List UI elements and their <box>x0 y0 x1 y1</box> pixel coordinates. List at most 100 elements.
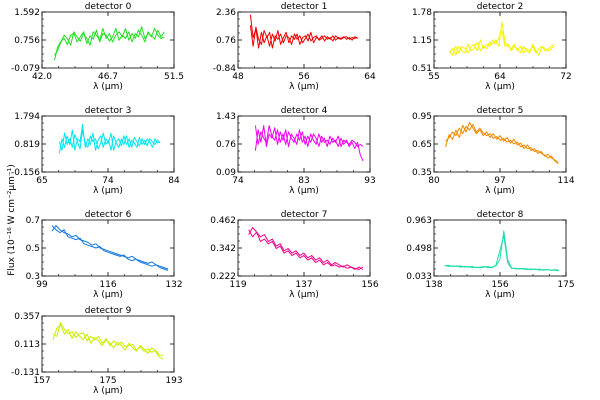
y-tick-label: -0.131 <box>11 368 40 378</box>
x-tick-label: 175 <box>557 280 574 290</box>
series-line-0 <box>248 227 364 270</box>
x-axis-label: λ (µm) <box>289 290 319 300</box>
y-tick-label: 0.498 <box>406 244 432 254</box>
x-tick-label: 114 <box>557 176 574 186</box>
x-tick-label: 193 <box>165 376 182 386</box>
y-tick-label: 0.819 <box>14 140 40 150</box>
x-tick-label: 137 <box>295 280 312 290</box>
y-tick-label: 1.78 <box>412 8 432 18</box>
y-tick-label: 0.462 <box>210 216 236 226</box>
x-tick-label: 72 <box>560 72 571 82</box>
panel-title: detector 8 <box>477 210 524 220</box>
panel-title: detector 2 <box>477 2 524 12</box>
y-tick-label: -0.079 <box>11 64 40 74</box>
panel-title: detector 6 <box>85 210 132 220</box>
y-tick-label: -0.156 <box>11 168 40 178</box>
x-tick-label: 64 <box>364 72 376 82</box>
x-axis-label: λ (µm) <box>93 186 123 196</box>
series-line-1 <box>52 322 164 357</box>
y-tick-label: 0.342 <box>210 244 236 254</box>
x-tick-label: 65 <box>36 176 47 186</box>
series-line-1 <box>249 25 358 49</box>
series-line-0 <box>249 14 358 49</box>
series-line-1 <box>248 229 364 270</box>
y-tick-label: 1.794 <box>14 112 40 122</box>
detector-panel-1: detector 1 48 56 64 -0.84 0.76 2.36 λ (µm) <box>213 2 376 92</box>
y-tick-label: 0.357 <box>14 312 40 322</box>
detector-panel-4: detector 4 74 83 93 0.09 0.76 1.43 λ (µm) <box>216 106 376 196</box>
series-line-0 <box>54 26 165 61</box>
x-tick-label: 80 <box>428 176 440 186</box>
x-tick-label: 156 <box>491 280 508 290</box>
x-tick-label: 99 <box>36 280 48 290</box>
series-line-1 <box>449 30 555 56</box>
x-tick-label: 56 <box>298 72 310 82</box>
x-tick-label: 83 <box>298 176 309 186</box>
panel-title: detector 7 <box>281 210 328 220</box>
detector-panel-8: detector 8 138 156 175 0.033 0.498 0.963 λ (µm) <box>406 210 574 300</box>
x-axis-label: λ (µm) <box>289 186 319 196</box>
x-tick-label: 116 <box>99 280 116 290</box>
series-line-0 <box>51 225 169 270</box>
y-tick-label: 0.95 <box>412 112 432 122</box>
series-line-0 <box>444 230 559 271</box>
y-tick-label: 0.033 <box>406 272 432 282</box>
x-axis-label: λ (µm) <box>485 82 515 92</box>
y-tick-label: 0.7 <box>26 216 40 226</box>
detector-panel-0: detector 0 42.0 46.7 51.5 -0.079 0.756 1.592 λ … <box>11 2 184 92</box>
x-tick-label: 119 <box>229 280 246 290</box>
x-tick-label: 74 <box>232 176 244 186</box>
x-tick-label: 48 <box>232 72 244 82</box>
x-tick-label: 84 <box>168 176 180 186</box>
plot-frame <box>433 115 567 173</box>
panel-title: detector 0 <box>85 2 132 12</box>
series-line-1 <box>254 125 364 147</box>
panel-title: detector 9 <box>85 306 132 316</box>
y-tick-label: 1.43 <box>216 112 236 122</box>
x-tick-label: 46.7 <box>98 72 118 82</box>
detector-panel-2: detector 2 55 64 72 0.51 1.15 1.78 λ (µm) <box>412 2 572 92</box>
series-line-1 <box>445 123 559 164</box>
y-tick-label: 0.09 <box>216 168 236 178</box>
y-tick-label: 1.15 <box>412 36 432 46</box>
y-tick-label: -0.84 <box>213 64 237 74</box>
y-tick-label: 0.35 <box>412 168 432 178</box>
panel-title: detector 3 <box>85 106 132 116</box>
series-line-0 <box>449 21 555 56</box>
detector-panel-7: detector 7 119 137 156 0.222 0.342 0.462 λ (µm) <box>210 210 379 300</box>
series-line-1 <box>51 225 169 271</box>
plot-frame <box>433 219 567 277</box>
x-tick-label: 51.5 <box>164 72 184 82</box>
y-tick-label: 0.51 <box>412 64 432 74</box>
panel-title: detector 4 <box>281 106 328 116</box>
panel-title: detector 1 <box>281 2 328 12</box>
y-tick-label: 0.756 <box>14 36 40 46</box>
x-tick-label: 55 <box>428 72 439 82</box>
x-axis-label: λ (µm) <box>485 290 515 300</box>
x-axis-label: λ (µm) <box>93 82 123 92</box>
series-line-1 <box>444 235 559 272</box>
x-tick-label: 132 <box>165 280 182 290</box>
x-tick-label: 97 <box>494 176 505 186</box>
x-tick-label: 93 <box>364 176 375 186</box>
y-tick-label: 0.963 <box>406 216 432 226</box>
y-tick-label: 2.36 <box>216 8 236 18</box>
y-tick-label: 1.592 <box>14 8 40 18</box>
series-line-0 <box>254 125 364 162</box>
y-tick-label: 0.5 <box>26 244 40 254</box>
x-axis-label: λ (µm) <box>289 82 319 92</box>
detector-panel-5: detector 5 80 97 114 0.35 0.65 0.95 λ (µm) <box>412 106 575 196</box>
y-tick-label: 0.76 <box>216 36 236 46</box>
x-tick-label: 138 <box>425 280 442 290</box>
x-tick-label: 64 <box>494 72 506 82</box>
x-tick-label: 42.0 <box>32 72 52 82</box>
shared-y-axis-label: Flux (10⁻¹⁶ W cm⁻²µm⁻¹) <box>7 164 17 276</box>
y-tick-label: 0.113 <box>14 340 40 350</box>
panel-title: detector 5 <box>477 106 524 116</box>
detector-panel-3: detector 3 65 74 84 -0.156 0.819 1.794 λ (µm) <box>11 106 180 196</box>
y-tick-label: 0.76 <box>216 140 236 150</box>
x-axis-label: λ (µm) <box>485 186 515 196</box>
y-tick-label: 0.65 <box>412 140 432 150</box>
y-tick-label: 0.222 <box>210 272 236 282</box>
